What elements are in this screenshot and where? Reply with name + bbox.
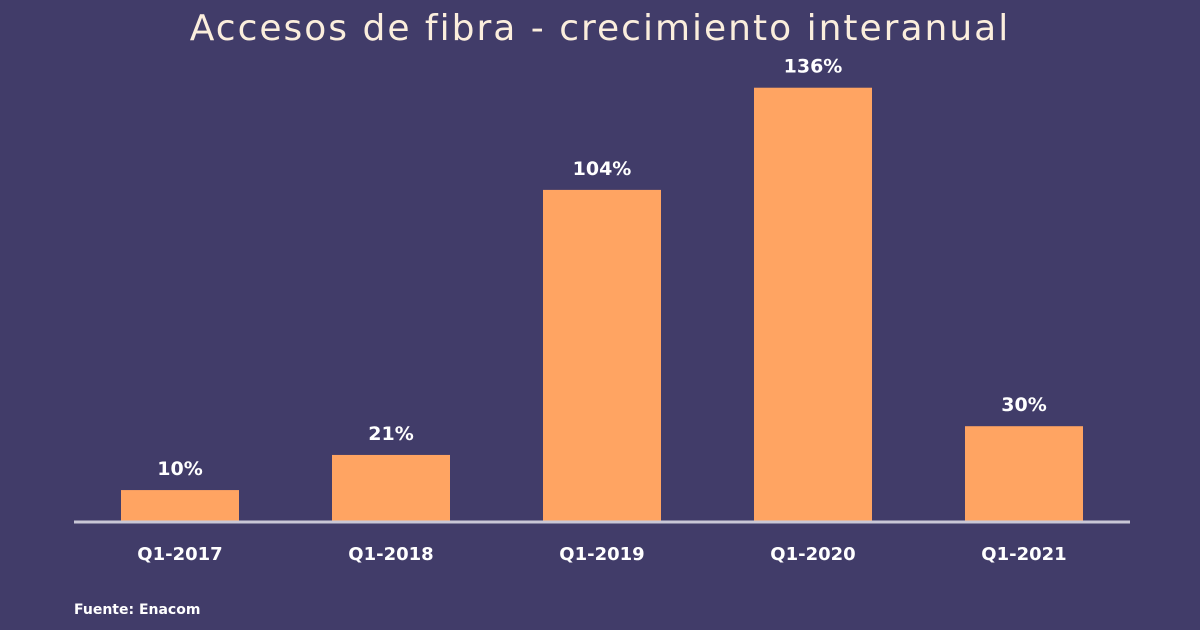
source-note: Fuente: Enacom bbox=[74, 602, 201, 618]
data-label: 30% bbox=[1001, 394, 1046, 416]
bar bbox=[332, 454, 450, 522]
data-label: 10% bbox=[157, 458, 202, 480]
data-label: 136% bbox=[784, 56, 843, 78]
bar bbox=[121, 490, 239, 522]
x-tick-label: Q1-2019 bbox=[559, 544, 644, 565]
data-label: 21% bbox=[368, 423, 413, 445]
x-tick-label: Q1-2017 bbox=[137, 544, 222, 565]
x-tick-label: Q1-2021 bbox=[981, 544, 1066, 565]
bar bbox=[754, 87, 872, 522]
bar bbox=[543, 189, 661, 523]
x-tick-label: Q1-2018 bbox=[348, 544, 433, 565]
x-tick-label: Q1-2020 bbox=[770, 544, 855, 565]
data-label: 104% bbox=[573, 158, 632, 180]
bar bbox=[965, 426, 1083, 522]
chart-title: Accesos de fibra - crecimiento interanua… bbox=[189, 8, 1011, 49]
